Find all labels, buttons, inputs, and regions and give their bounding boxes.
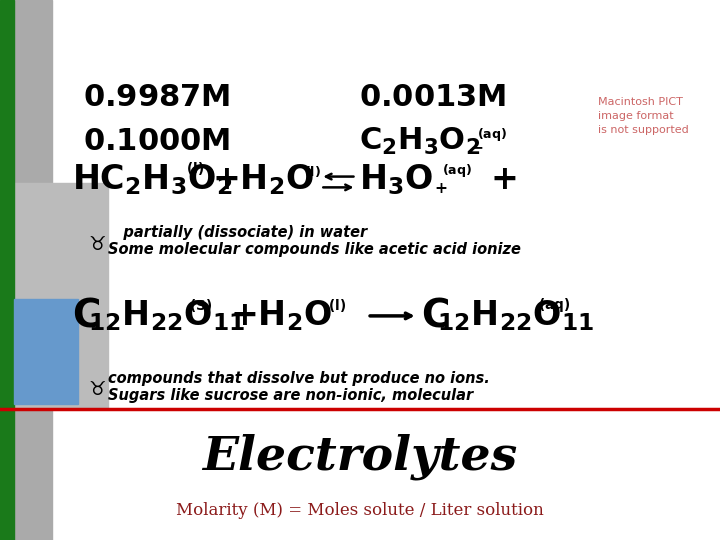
Text: $\mathbf{_{(aq)}}$: $\mathbf{_{(aq)}}$ xyxy=(538,295,570,315)
Text: $\mathbf{_{(l)}}$: $\mathbf{_{(l)}}$ xyxy=(304,160,321,179)
Text: $\mathbf{_{(S)}}$: $\mathbf{_{(S)}}$ xyxy=(189,295,212,315)
Text: Some molecular compounds like acetic acid ionize: Some molecular compounds like acetic aci… xyxy=(108,242,521,257)
Text: $\mathbf{C}$: $\mathbf{C}$ xyxy=(72,297,100,335)
Text: $\mathbf{_{12}H_{22}O_{11}}$: $\mathbf{_{12}H_{22}O_{11}}$ xyxy=(437,299,594,333)
Text: partially (dissociate) in water: partially (dissociate) in water xyxy=(108,225,367,240)
Text: $\mathbf{^+}$: $\mathbf{^+}$ xyxy=(431,183,447,203)
Text: $\mathbf{^-}$: $\mathbf{^-}$ xyxy=(467,143,483,164)
Bar xyxy=(14,183,108,409)
Text: $\mathbf{+ H_2O}$: $\mathbf{+ H_2O}$ xyxy=(212,162,315,197)
Text: ♉: ♉ xyxy=(89,380,106,400)
Text: $\mathbf{_{(l)}}$: $\mathbf{_{(l)}}$ xyxy=(186,159,204,178)
Text: $\mathbf{_{(aq)}}$: $\mathbf{_{(aq)}}$ xyxy=(477,126,507,144)
Bar xyxy=(14,299,78,404)
Text: $\mathbf{0.9987M}$: $\mathbf{0.9987M}$ xyxy=(83,83,230,112)
Text: $\mathbf{HC_2H_3O_2}$: $\mathbf{HC_2H_3O_2}$ xyxy=(72,162,233,197)
Text: ♉: ♉ xyxy=(89,234,106,254)
Text: Electrolytes: Electrolytes xyxy=(202,433,518,480)
Text: $\mathbf{_{12}H_{22}O_{11}}$: $\mathbf{_{12}H_{22}O_{11}}$ xyxy=(88,299,245,333)
Bar xyxy=(0,0,14,540)
Text: $\mathbf{+}$: $\mathbf{+}$ xyxy=(490,163,516,196)
Text: $\mathbf{C}$: $\mathbf{C}$ xyxy=(421,297,449,335)
Bar xyxy=(0,0,52,540)
Text: $\mathbf{C_2H_3O_2}$: $\mathbf{C_2H_3O_2}$ xyxy=(359,126,480,157)
Text: $\mathbf{0.1000M}$: $\mathbf{0.1000M}$ xyxy=(83,127,230,156)
Text: $\mathbf{_{(aq)}}$: $\mathbf{_{(aq)}}$ xyxy=(442,161,472,180)
Text: $\mathbf{+ H_2O}$: $\mathbf{+ H_2O}$ xyxy=(230,299,333,333)
Text: Molarity (M) = Moles solute / Liter solution: Molarity (M) = Moles solute / Liter solu… xyxy=(176,502,544,519)
Text: compounds that dissolve but produce no ions.: compounds that dissolve but produce no i… xyxy=(108,370,490,386)
Text: Macintosh PICT
image format
is not supported: Macintosh PICT image format is not suppo… xyxy=(598,97,688,135)
Text: $\mathbf{_{(l)}}$: $\mathbf{_{(l)}}$ xyxy=(328,295,346,315)
Text: $\mathbf{0.0013M}$: $\mathbf{0.0013M}$ xyxy=(359,83,505,112)
Text: $\mathbf{H_3O}$: $\mathbf{H_3O}$ xyxy=(359,162,433,197)
Text: Sugars like sucrose are non-ionic, molecular: Sugars like sucrose are non-ionic, molec… xyxy=(108,388,473,403)
